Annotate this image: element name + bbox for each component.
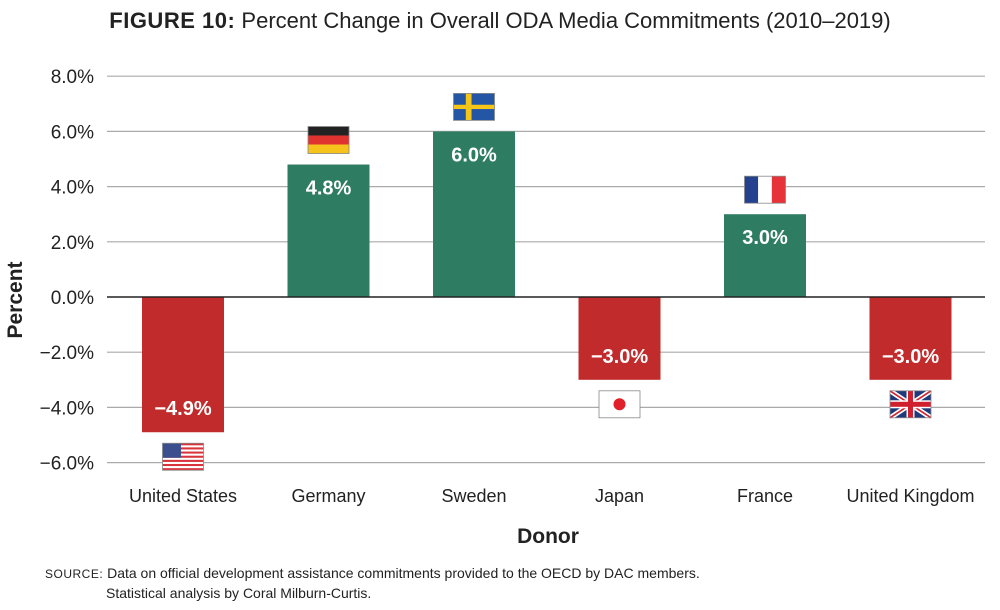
bar-germany	[287, 164, 370, 297]
flag-part	[613, 398, 626, 411]
source-note: SOURCE: Data on official development ass…	[45, 564, 700, 603]
bar-japan	[578, 297, 661, 380]
source-line-1: Data on official development assistance …	[107, 565, 700, 581]
flag-part	[162, 459, 204, 463]
bar-sweden	[433, 131, 515, 297]
flag-part	[758, 176, 772, 204]
x-tick-label: Sweden	[441, 486, 506, 506]
data-label: −3.0%	[882, 346, 939, 368]
bar-united-states	[142, 297, 224, 433]
flag-part	[771, 176, 786, 204]
flag-part	[162, 466, 204, 469]
source-label: SOURCE:	[45, 567, 104, 581]
germany-flag-icon	[307, 126, 350, 154]
flag-border	[889, 390, 932, 419]
flag-part	[162, 455, 204, 458]
flag-part	[308, 126, 349, 136]
data-label: −4.9%	[154, 398, 211, 420]
data-label: −3.0%	[591, 346, 648, 368]
france-flag-icon	[744, 175, 786, 204]
x-tick-label: Germany	[291, 486, 365, 506]
y-tick-label: −4.0%	[40, 398, 95, 419]
data-label: 6.0%	[451, 144, 497, 166]
uk-flag-icon	[888, 388, 933, 420]
flag-part	[308, 144, 349, 154]
flag-part	[162, 449, 204, 452]
y-tick-label: −2.0%	[40, 343, 95, 364]
title-text: Percent Change in Overall ODA Media Comm…	[241, 8, 891, 33]
y-tick-label: 2.0%	[51, 233, 94, 254]
x-axis-title: Donor	[517, 525, 579, 548]
figure-number: FIGURE 10:	[109, 8, 236, 33]
us-flag-icon	[162, 442, 204, 471]
flag-part	[162, 443, 204, 446]
flag-border	[307, 126, 350, 154]
flag-part	[162, 445, 204, 448]
y-tick-label: 6.0%	[51, 122, 94, 143]
bar-united-kingdom	[869, 297, 952, 380]
x-tick-label: France	[737, 486, 793, 506]
flag-part	[453, 104, 495, 110]
bar-france	[724, 214, 806, 297]
flag-part	[308, 135, 349, 145]
flag-part	[744, 176, 759, 204]
flag-part	[162, 464, 204, 467]
flag-part	[162, 461, 204, 465]
sweden-flag-icon	[453, 93, 495, 121]
chart-title: FIGURE 10: Percent Change in Overall ODA…	[0, 8, 1000, 34]
x-tick-label: United States	[129, 486, 237, 506]
flag-border	[598, 390, 641, 419]
y-tick-label: 0.0%	[51, 288, 94, 309]
flag-part	[162, 447, 204, 450]
flag-part	[162, 443, 181, 458]
x-tick-label: Japan	[595, 486, 644, 506]
data-label: 3.0%	[742, 227, 788, 249]
flag-part	[162, 453, 204, 456]
flag-part	[890, 401, 931, 407]
flag-part	[162, 451, 204, 454]
flag-part	[162, 457, 204, 461]
data-label: 4.8%	[306, 178, 352, 200]
y-tick-label: 4.0%	[51, 178, 94, 199]
flag-border	[744, 175, 786, 204]
y-axis-title: Percent	[4, 261, 27, 338]
source-line-2: Statistical analysis by Coral Milburn-Cu…	[106, 585, 372, 601]
y-tick-label: −6.0%	[40, 454, 95, 475]
y-tick-label: 8.0%	[51, 67, 94, 88]
flag-border	[162, 442, 204, 471]
flag-part	[162, 468, 204, 471]
flag-border	[453, 93, 495, 121]
x-tick-label: United Kingdom	[846, 486, 974, 506]
japan-flag-icon	[598, 390, 641, 419]
